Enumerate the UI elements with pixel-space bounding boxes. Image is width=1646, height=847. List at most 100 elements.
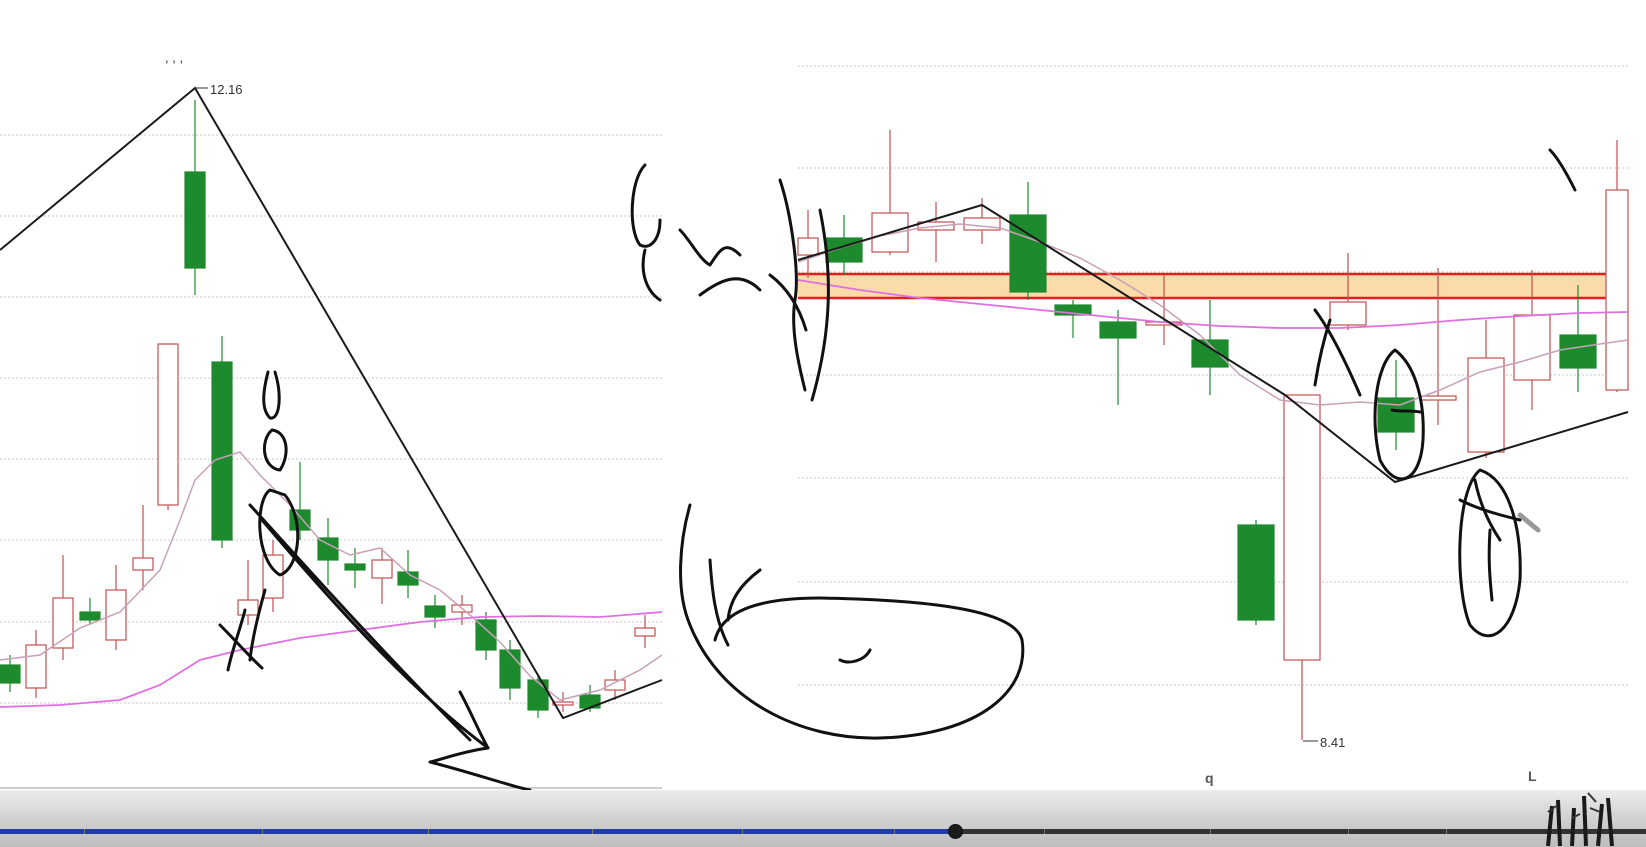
candle-up: [1283, 394, 1321, 740]
top-marks: , , ,: [165, 50, 183, 65]
left-chart: 12.16 , , ,: [0, 50, 663, 789]
ink-stroke-top: [1548, 148, 1577, 192]
high-price-label: 12.16: [210, 82, 243, 97]
candle-body: [105, 589, 127, 641]
ink-big-loop: [679, 503, 1025, 740]
pencil-cursor-icon: [1517, 512, 1541, 533]
bottom-label-l: L: [1528, 768, 1537, 784]
handwritten-annotations: [218, 148, 1577, 792]
right-candles: [797, 130, 1629, 740]
candle-up: [25, 630, 47, 698]
candle-down: [184, 100, 206, 295]
resistance-band: [798, 274, 1628, 298]
candle-body: [237, 599, 259, 616]
ink-arrow-left: [248, 503, 532, 792]
candle-body: [1377, 397, 1415, 433]
candle-body: [1605, 189, 1629, 391]
candle-up: [451, 595, 473, 625]
right-chart: 8.41 q L: [797, 65, 1629, 786]
candle-body: [499, 649, 521, 689]
candle-up: [1605, 140, 1629, 392]
candle-body: [344, 563, 366, 571]
candle-body: [1054, 304, 1092, 316]
candle-down: [1377, 360, 1415, 450]
left-candles: [0, 100, 656, 718]
candle-down: [499, 640, 521, 700]
candle-up: [371, 548, 393, 604]
candle-up: [157, 343, 179, 510]
candle-body: [0, 664, 21, 684]
candle-up: [105, 565, 127, 650]
candle-down: [424, 595, 446, 628]
candle-up: [1467, 320, 1505, 458]
progress-tick: [1044, 829, 1045, 834]
bottom-label-q: q: [1205, 770, 1214, 786]
candle-up: [262, 540, 284, 612]
right-trend-line: [797, 203, 1629, 484]
candle-down: [211, 336, 233, 548]
candle-down: [79, 598, 101, 625]
candle-down: [475, 612, 497, 660]
progress-tick: [1446, 829, 1447, 834]
candle-up: [552, 692, 574, 712]
candle-up: [1513, 270, 1551, 410]
candle-down: [1054, 300, 1092, 338]
candle-body: [797, 237, 819, 256]
video-progress-knob[interactable]: [947, 824, 963, 839]
candle-body: [52, 597, 74, 649]
candle-body: [1559, 334, 1597, 369]
candle-up: [797, 210, 819, 278]
candle-up: [604, 670, 626, 700]
candle-down: [1099, 310, 1137, 405]
progress-tick: [1348, 829, 1349, 834]
candle-body: [79, 611, 101, 621]
bamboo-watermark-icon: [1546, 792, 1614, 847]
candle-body: [262, 554, 284, 599]
candle-down: [825, 215, 863, 275]
ink-x-mark-left: [218, 588, 267, 672]
left-ma-long-line: [0, 611, 663, 708]
candle-up: [132, 505, 154, 590]
candle-up: [917, 202, 955, 262]
candle-body: [1009, 214, 1047, 293]
candle-body: [579, 694, 601, 709]
candle-down: [344, 548, 366, 588]
candle-down: [317, 518, 339, 585]
candle-down: [1237, 520, 1275, 625]
candle-body: [527, 679, 549, 711]
candle-up: [237, 560, 259, 625]
candle-body: [211, 361, 233, 541]
candle-body: [25, 644, 47, 689]
progress-tick: [1210, 829, 1211, 834]
progress-tick: [592, 829, 593, 834]
low-price-label: 8.41: [1320, 735, 1345, 750]
candle-body: [1467, 357, 1505, 453]
ink-scribble-mid: [630, 163, 830, 402]
candle-body: [871, 212, 909, 253]
ink-x-circle-lower: [1458, 468, 1522, 638]
candle-body: [475, 619, 497, 651]
left-ma-short-line: [0, 451, 663, 701]
progress-tick: [428, 829, 429, 834]
candle-body: [634, 627, 656, 637]
candle-body: [157, 343, 179, 506]
candle-down: [289, 462, 311, 540]
candle-body: [552, 701, 574, 706]
candle-up: [1329, 253, 1367, 330]
candle-body: [132, 557, 154, 571]
video-progress-track[interactable]: [0, 829, 1646, 834]
progress-tick: [742, 829, 743, 834]
candle-body: [424, 605, 446, 618]
candle-body: [1099, 321, 1137, 339]
candle-body: [1329, 301, 1367, 326]
progress-tick: [894, 829, 895, 834]
left-trend-line: [0, 86, 663, 720]
progress-tick: [84, 829, 85, 834]
ink-x-circle-right: [1313, 308, 1425, 481]
candle-body: [1237, 524, 1275, 621]
candle-down: [1009, 182, 1047, 300]
candle-down: [0, 655, 21, 692]
right-ma-long-line: [797, 279, 1629, 329]
video-player-bar: [0, 790, 1646, 847]
